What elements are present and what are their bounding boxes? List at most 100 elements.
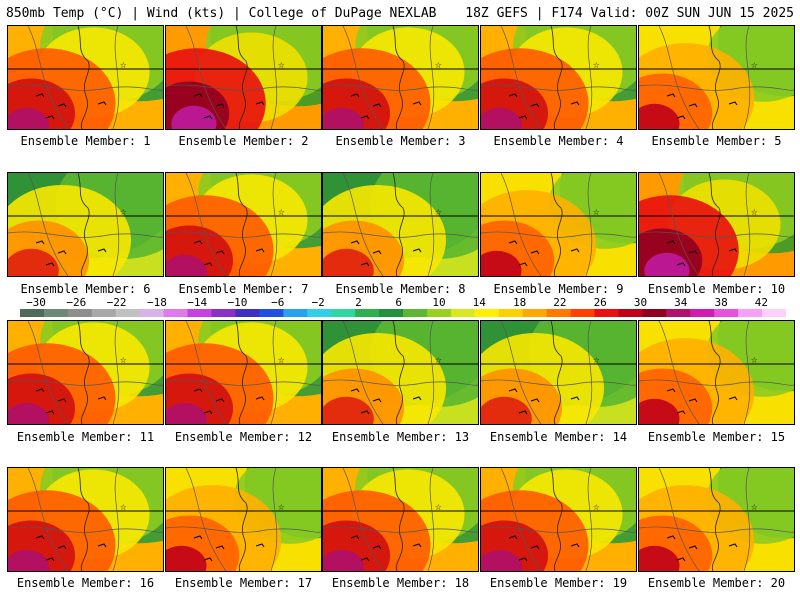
- colorbar-swatch: [91, 309, 117, 317]
- isotherm-line: [8, 84, 163, 91]
- wind-barb-icon: [508, 535, 518, 540]
- member-map-panel: ☆: [322, 172, 479, 277]
- wind-barb-icon: [728, 248, 738, 253]
- isotherm-line: [185, 26, 227, 129]
- colorbar-tick-label: −30: [26, 296, 46, 309]
- wind-barb-icon: [45, 115, 55, 120]
- temperature-field: ☆: [481, 26, 636, 129]
- wind-barb-icon: [255, 248, 265, 253]
- isotherm-line: [112, 321, 120, 424]
- member-map-panel: ☆: [480, 320, 637, 425]
- colorbar-swatch: [618, 309, 643, 317]
- colorbar-tick-label: −2: [311, 296, 325, 309]
- isotherm-line: [27, 321, 69, 424]
- isotherm-line: [427, 26, 435, 129]
- isotherm-line: [342, 321, 384, 424]
- isotherm-line: [743, 468, 751, 571]
- colorbar-swatch: [283, 309, 308, 317]
- isotherm-line: [743, 321, 751, 424]
- wind-barb-icon: [215, 250, 225, 255]
- colorbar-swatch: [67, 309, 93, 317]
- chart-title: 850mb Temp (°C) | Wind (kts) | College o…: [6, 6, 437, 21]
- wind-barb-icon: [45, 410, 55, 415]
- temperature-field: ☆: [166, 468, 321, 571]
- coastline: [235, 468, 248, 571]
- isotherm-line: [585, 468, 593, 571]
- wind-barb-icon: [97, 543, 107, 548]
- wind-barb-icon: [97, 248, 107, 253]
- city-marker-icon: ☆: [751, 353, 758, 366]
- wind-barb-icon: [688, 545, 698, 550]
- wind-barb-icon: [508, 240, 518, 245]
- coastline: [550, 173, 563, 276]
- city-marker-icon: ☆: [593, 58, 600, 71]
- member-label: Ensemble Member: 1: [20, 134, 151, 148]
- wind-barb-icon: [203, 410, 213, 415]
- isotherm-line: [112, 173, 120, 276]
- isotherm-line: [481, 379, 636, 386]
- member-map-panel: ☆: [480, 172, 637, 277]
- colorbar-swatch: [714, 309, 739, 317]
- city-marker-icon: ☆: [435, 205, 442, 218]
- isotherm-line: [743, 26, 751, 129]
- colorbar-swatch: [43, 309, 69, 317]
- wind-barb-icon: [255, 543, 265, 548]
- isotherm-line: [658, 321, 700, 424]
- wind-barb-icon: [372, 250, 382, 255]
- isotherm-line: [500, 468, 542, 571]
- isotherm-line: [658, 26, 700, 129]
- isotherm-line: [427, 321, 435, 424]
- colorbar-swatch: [211, 309, 236, 317]
- city-marker-icon: ☆: [751, 500, 758, 513]
- isotherm-line: [270, 173, 278, 276]
- isotherm-line: [342, 468, 384, 571]
- wind-barb-icon: [518, 115, 528, 120]
- member-label: Ensemble Member: 15: [647, 430, 786, 444]
- wind-barb-icon: [193, 388, 203, 393]
- isotherm-line: [481, 526, 636, 533]
- wind-barb-icon: [360, 262, 370, 267]
- isotherm-line: [270, 26, 278, 129]
- member-label: Ensemble Member: 6: [20, 282, 151, 296]
- temperature-contour-fill: [323, 107, 365, 129]
- wind-barb-icon: [666, 388, 676, 393]
- wind-barb-icon: [570, 543, 580, 548]
- isotherm-line: [585, 173, 593, 276]
- colorbar-swatch: [546, 309, 572, 317]
- wind-barb-icon: [255, 101, 265, 106]
- wind-barb-icon: [57, 545, 67, 550]
- coastline: [392, 468, 405, 571]
- wind-barb-icon: [193, 240, 203, 245]
- wind-barb-icon: [688, 103, 698, 108]
- colorbar-swatch: [498, 309, 524, 317]
- city-marker-icon: ☆: [278, 500, 285, 513]
- temperature-contour-fill: [639, 103, 680, 129]
- coastline: [392, 26, 405, 129]
- isotherm-line: [166, 526, 321, 533]
- temperature-field: ☆: [481, 321, 636, 424]
- colorbar-swatch: [474, 309, 500, 317]
- isotherm-line: [342, 26, 384, 129]
- temperature-field: ☆: [166, 173, 321, 276]
- temperature-contour-fill: [639, 545, 680, 571]
- member-label: Ensemble Member: 8: [335, 282, 466, 296]
- member-map-panel: ☆: [7, 172, 164, 277]
- member-map-panel: ☆: [638, 25, 795, 130]
- temperature-field: ☆: [639, 173, 794, 276]
- colorbar-swatch: [642, 309, 667, 317]
- colorbar-swatch: [235, 309, 260, 317]
- temperature-field: ☆: [323, 321, 478, 424]
- temperature-contour-fill: [644, 252, 690, 276]
- colorbar-tick-label: 18: [512, 296, 527, 309]
- coastline: [550, 321, 563, 424]
- member-label: Ensemble Member: 2: [178, 134, 309, 148]
- temperature-contour-fill: [481, 250, 522, 276]
- wind-barb-icon: [666, 240, 676, 245]
- coastline: [708, 173, 721, 276]
- isotherm-line: [270, 468, 278, 571]
- wind-barb-icon: [45, 557, 55, 562]
- member-map-panel: ☆: [165, 25, 322, 130]
- wind-barb-icon: [360, 557, 370, 562]
- wind-barb-icon: [215, 103, 225, 108]
- colorbar-tick-label: 30: [633, 296, 648, 309]
